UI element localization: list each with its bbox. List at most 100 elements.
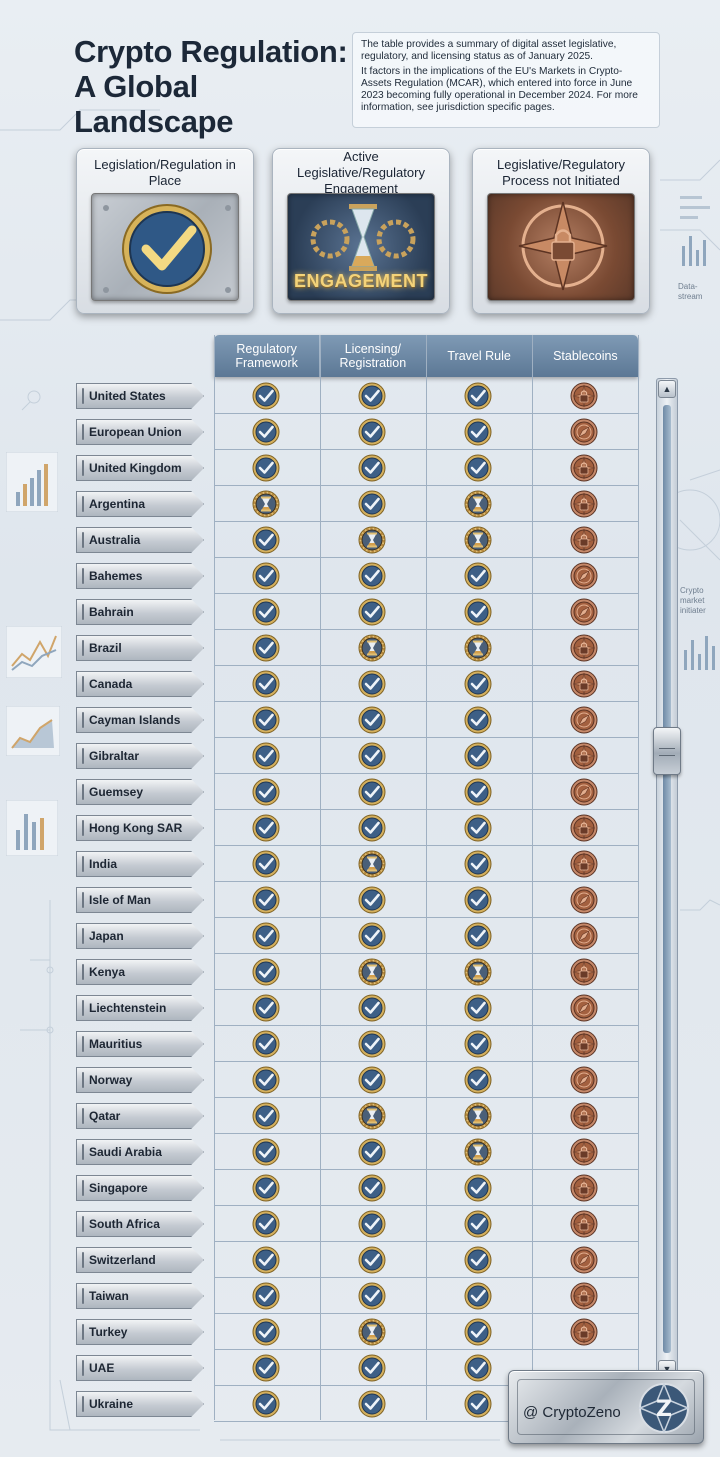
row-divider [214,737,638,738]
column-header-stablecoins[interactable]: Stablecoins [553,349,618,363]
country-tab[interactable]: Ukraine [76,1391,204,1417]
row-divider [214,953,638,954]
country-tab[interactable]: Japan [76,923,204,949]
legend-title-not-initiated: Legislative/Regulatory Process not Initi… [497,157,625,188]
mini-area-chart-icon [6,706,60,756]
compass-icon [570,706,598,734]
hourglass-icon [358,526,386,554]
country-tab[interactable]: Isle of Man [76,887,204,913]
row-divider [214,1025,638,1026]
padlock-icon [570,1282,598,1310]
side-label-crypto-market: Crypto market initiater [680,586,706,615]
padlock-icon [570,490,598,518]
hourglass-icon [464,526,492,554]
mini-line-chart-icon [6,626,62,678]
legend-plate-not-initiated [487,193,635,301]
country-tab[interactable]: Mauritius [76,1031,204,1057]
scrollbar-track-fill [663,405,671,1353]
scroll-up-button[interactable]: ▲ [658,380,676,398]
check-icon [252,1066,280,1094]
compass-icon [570,994,598,1022]
country-tab[interactable]: India [76,851,204,877]
country-tab[interactable]: Guemsey [76,779,204,805]
row-divider [214,557,638,558]
check-icon [358,490,386,518]
scrollbar-thumb[interactable] [653,727,681,775]
description-text-2: It factors in the implications of the EU… [361,66,638,113]
country-tab[interactable]: Brazil [76,635,204,661]
row-divider [214,485,638,486]
check-icon [358,1138,386,1166]
brand-plate: @ CryptoZeno Z [508,1370,704,1444]
compass-icon [570,886,598,914]
check-icon [252,742,280,770]
check-icon [464,670,492,698]
check-icon [464,1066,492,1094]
check-icon [358,1282,386,1310]
country-tab[interactable]: Singapore [76,1175,204,1201]
row-divider [214,1097,638,1098]
hourglass-icon [464,958,492,986]
country-tab[interactable]: Bahrain [76,599,204,625]
check-icon [464,886,492,914]
check-icon [464,1030,492,1058]
row-divider [214,809,638,810]
padlock-icon [570,1318,598,1346]
country-tab[interactable]: Kenya [76,959,204,985]
country-tab[interactable]: European Union [76,419,204,445]
check-icon [358,1210,386,1238]
check-icon [252,1390,280,1418]
country-tab[interactable]: United Kingdom [76,455,204,481]
check-icon [464,1174,492,1202]
country-tab[interactable]: Qatar [76,1103,204,1129]
country-tab[interactable]: Switzerland [76,1247,204,1273]
row-divider [214,917,638,918]
row-divider [214,629,638,630]
check-icon [464,850,492,878]
hourglass-icon [464,634,492,662]
country-tab[interactable]: Gibraltar [76,743,204,769]
row-divider [214,845,638,846]
country-tab[interactable]: Canada [76,671,204,697]
row-divider [214,1133,638,1134]
country-tab[interactable]: Bahemes [76,563,204,589]
padlock-icon [570,634,598,662]
check-icon [252,706,280,734]
check-icon [464,598,492,626]
column-header-regulatory-framework[interactable]: Regulatory Framework [214,335,321,377]
check-icon [252,598,280,626]
country-tab[interactable]: Australia [76,527,204,553]
check-icon [252,1282,280,1310]
compass-icon [570,778,598,806]
row-divider [214,773,638,774]
row-divider [214,1061,638,1062]
brand-handle: @ CryptoZeno [523,1404,621,1421]
legend-card-in-place: Legislation/Regulation in Place [76,148,254,314]
side-label-data-stream: Data-stream [678,282,703,301]
scrollbar[interactable]: ▲ ▼ [653,378,681,1380]
padlock-icon [570,1030,598,1058]
check-icon [464,1318,492,1346]
country-tab[interactable]: Norway [76,1067,204,1093]
country-tab[interactable]: UAE [76,1355,204,1381]
column-header-licensing[interactable]: Licensing/ Registration [320,335,427,377]
country-tab[interactable]: Saudi Arabia [76,1139,204,1165]
check-icon [252,1102,280,1130]
mini-stream-chart-icon [680,196,710,266]
country-tab[interactable]: Liechtenstein [76,995,204,1021]
description-text-1: The table provides a summary of digital … [361,39,617,62]
country-tab[interactable]: South Africa [76,1211,204,1237]
row-divider [214,1205,638,1206]
check-icon [358,670,386,698]
country-tab[interactable]: Taiwan [76,1283,204,1309]
country-tab[interactable]: Hong Kong SAR [76,815,204,841]
country-tab[interactable]: United States [76,383,204,409]
country-tab[interactable]: Turkey [76,1319,204,1345]
check-icon [358,1174,386,1202]
country-tab[interactable]: Argentina [76,491,204,517]
column-divider [426,335,427,1420]
country-tab[interactable]: Cayman Islands [76,707,204,733]
check-icon [358,1354,386,1382]
column-header-travel-rule[interactable]: Travel Rule [427,335,533,377]
check-icon [252,1354,280,1382]
